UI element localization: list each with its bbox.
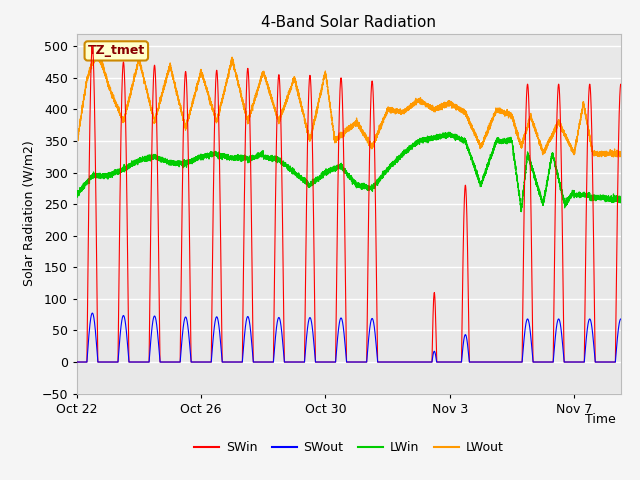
X-axis label: Time: Time [584,413,615,426]
Y-axis label: Solar Radiation (W/m2): Solar Radiation (W/m2) [22,141,36,287]
Title: 4-Band Solar Radiation: 4-Band Solar Radiation [261,15,436,30]
Text: TZ_tmet: TZ_tmet [88,44,145,58]
Legend: SWin, SWout, LWin, LWout: SWin, SWout, LWin, LWout [189,436,508,459]
